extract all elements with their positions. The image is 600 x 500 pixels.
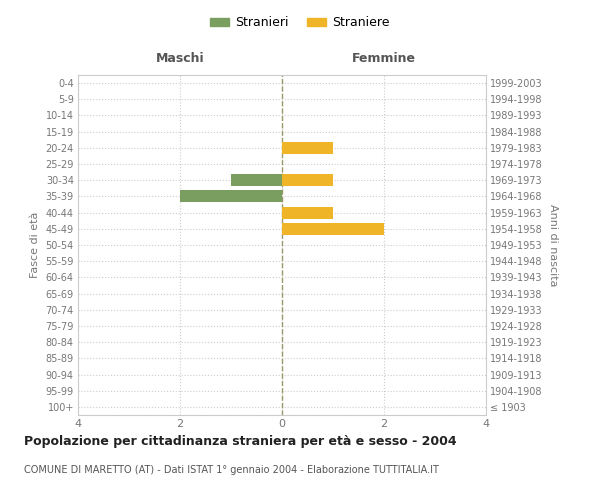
Legend: Stranieri, Straniere: Stranieri, Straniere xyxy=(205,11,395,34)
Text: Femmine: Femmine xyxy=(352,52,416,65)
Bar xyxy=(282,142,333,154)
Y-axis label: Anni di nascita: Anni di nascita xyxy=(548,204,559,286)
Bar xyxy=(282,206,333,218)
Text: Maschi: Maschi xyxy=(155,52,205,65)
Text: COMUNE DI MARETTO (AT) - Dati ISTAT 1° gennaio 2004 - Elaborazione TUTTITALIA.IT: COMUNE DI MARETTO (AT) - Dati ISTAT 1° g… xyxy=(24,465,439,475)
Bar xyxy=(282,174,333,186)
Y-axis label: Fasce di età: Fasce di età xyxy=(30,212,40,278)
Bar xyxy=(180,190,282,202)
Text: Popolazione per cittadinanza straniera per età e sesso - 2004: Popolazione per cittadinanza straniera p… xyxy=(24,435,457,448)
Bar xyxy=(231,174,282,186)
Bar xyxy=(282,222,384,235)
